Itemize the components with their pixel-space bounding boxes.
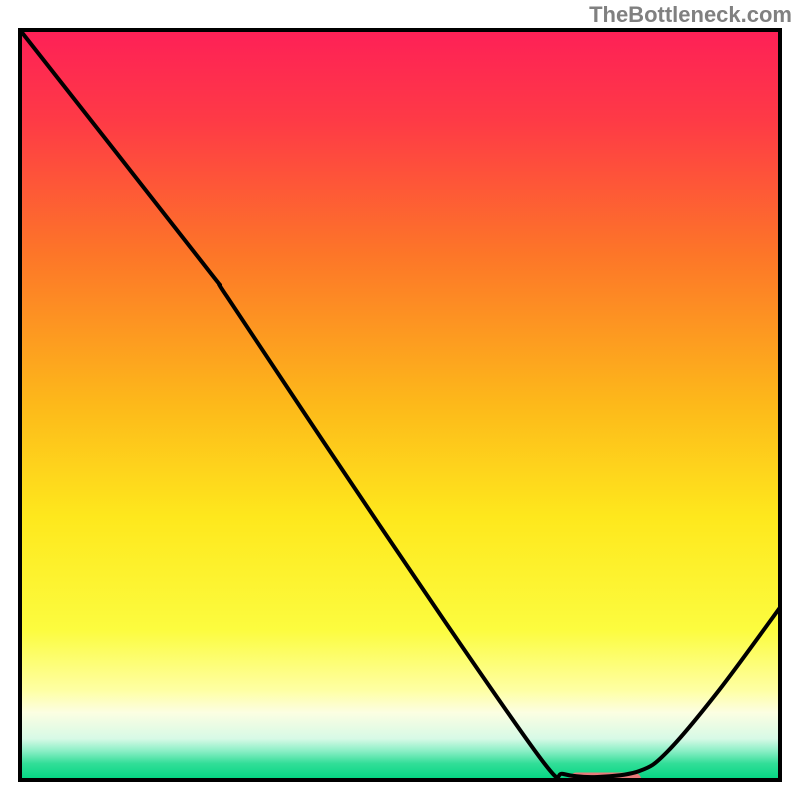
gradient-background [20, 30, 780, 780]
watermark-text: TheBottleneck.com [589, 2, 792, 28]
bottleneck-chart [0, 0, 800, 800]
chart-container: { "watermark": "TheBottleneck.com", "cha… [0, 0, 800, 800]
